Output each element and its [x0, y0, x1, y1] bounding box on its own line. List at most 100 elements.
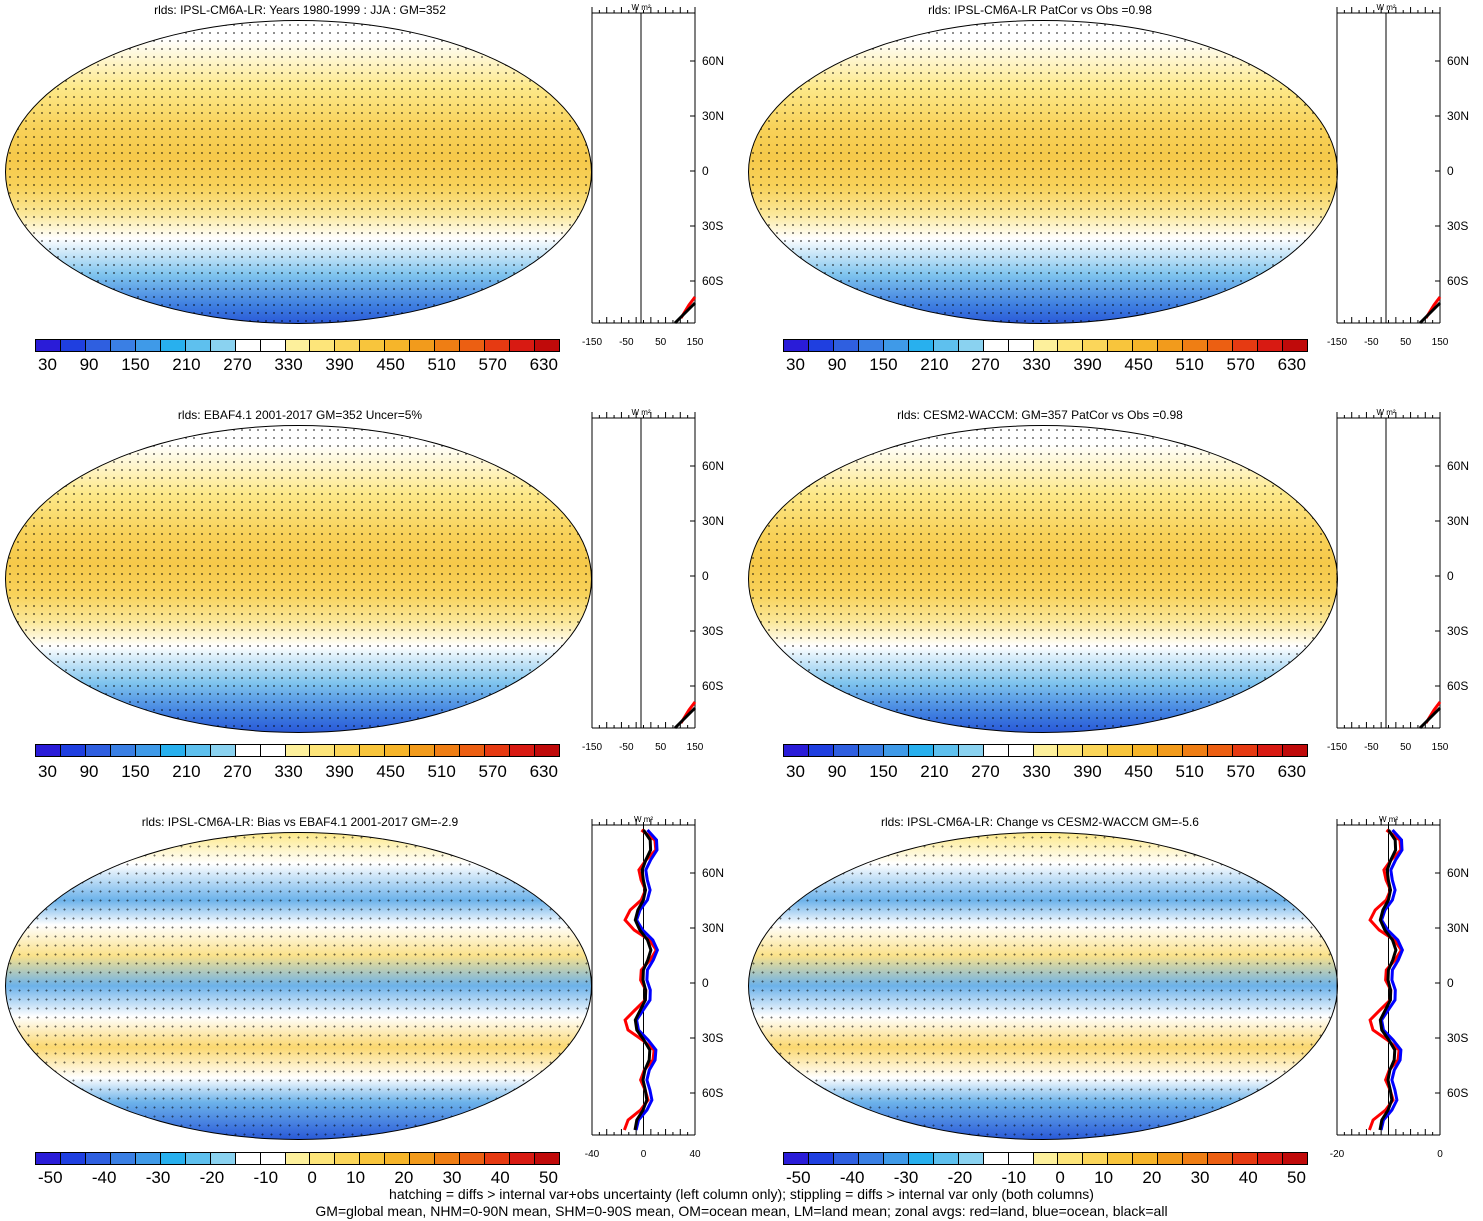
zonal-x-tick-label: -20	[1330, 1149, 1345, 1160]
colorbar-swatch	[1083, 340, 1109, 351]
zonal-x-tick-label: -150	[582, 337, 602, 348]
colorbar-tick-label: 90	[79, 762, 99, 781]
colorbar-swatch	[510, 1153, 536, 1164]
colorbar-tick-label: 390	[1073, 355, 1102, 374]
colorbar-tick-label: 270	[223, 355, 252, 374]
zonal-line-all	[633, 829, 653, 1131]
colorbar-clim-2	[783, 339, 1308, 352]
colorbar-swatch	[1158, 745, 1184, 756]
colorbar-tick-label: 330	[1022, 355, 1051, 374]
panel-title-5: rlds: IPSL-CM6A-LR: Bias vs EBAF4.1 2001…	[141, 815, 459, 829]
colorbar-swatch	[210, 1153, 236, 1164]
colorbar-swatch	[485, 745, 511, 756]
colorbar-swatch	[1283, 340, 1308, 351]
zonal-x-tick-label: -50	[1364, 742, 1379, 753]
colorbar-swatch	[385, 1153, 411, 1164]
zonal-plot-6: W m² 60N 30N 0 30S 60S -20 0	[1320, 812, 1480, 1169]
colorbar-swatch	[485, 340, 511, 351]
colorbar-swatch	[1283, 745, 1308, 756]
colorbar-swatch	[808, 340, 834, 351]
colorbar-swatch	[60, 1153, 86, 1164]
colorbar-swatch	[933, 1153, 959, 1164]
colorbar-tick-label: -10	[1001, 1168, 1027, 1187]
colorbar-swatch	[185, 1153, 211, 1164]
zonal-unit-label: W m²	[631, 408, 650, 417]
zonal-line-ocean	[634, 828, 660, 1131]
colorbar-labels-clim-2: 30 90 150 210 270 330 390 450 510 570 630	[786, 355, 1306, 375]
colorbar-swatch	[1033, 1153, 1059, 1164]
colorbar-swatch	[285, 1153, 311, 1164]
colorbar-tick-label: 10	[1094, 1168, 1114, 1187]
colorbar-swatch	[310, 1153, 336, 1164]
colorbar-tick-label: -30	[893, 1168, 919, 1187]
colorbar-swatch	[260, 1153, 286, 1164]
colorbar-swatch	[385, 745, 411, 756]
zonal-lat-label: 60N	[1447, 866, 1469, 880]
panel-title-4: rlds: CESM2-WACCM: GM=357 PatCor vs Obs …	[897, 408, 1183, 422]
zonal-lat-label: 60N	[1447, 459, 1469, 473]
colorbar-swatch	[235, 340, 261, 351]
panel-title-2: rlds: IPSL-CM6A-LR PatCor vs Obs =0.98	[928, 3, 1152, 17]
colorbar-swatch	[883, 340, 909, 351]
zonal-lat-label: 30S	[1447, 624, 1468, 638]
colorbar-tick-label: 210	[920, 762, 949, 781]
colorbar-swatch	[1233, 1153, 1259, 1164]
colorbar-swatch	[908, 1153, 934, 1164]
colorbar-tick-label: 510	[427, 762, 456, 781]
colorbar-tick-label: -30	[145, 1168, 171, 1187]
zonal-plot-2: W m² 60N 30N 0 30S 60S -150 -50 50 150	[1320, 0, 1480, 357]
colorbar-swatch	[1108, 1153, 1134, 1164]
colorbar-tick-label: 450	[1124, 355, 1153, 374]
colorbar-tick-label: -40	[91, 1168, 117, 1187]
colorbar-swatch	[958, 745, 984, 756]
zonal-lat-label: 60N	[702, 54, 724, 68]
map-panel-3	[5, 425, 592, 733]
zonal-lat-label: 0	[702, 976, 709, 990]
colorbar-swatch	[360, 340, 386, 351]
zonal-lat-label: 30N	[702, 921, 724, 935]
colorbar-swatch	[858, 745, 884, 756]
footer-note-line1: hatching = diffs > internal var+obs unce…	[389, 1186, 1094, 1202]
colorbar-swatch	[535, 340, 560, 351]
colorbar-swatch	[60, 745, 86, 756]
colorbar-swatch	[1158, 340, 1184, 351]
colorbar-swatch	[1258, 340, 1284, 351]
colorbar-tick-label: 510	[1175, 355, 1204, 374]
colorbar-swatch	[335, 745, 361, 756]
zonal-x-tick-label: 150	[687, 337, 704, 348]
colorbar-swatch	[1033, 745, 1059, 756]
colorbar-swatch	[1058, 745, 1084, 756]
colorbar-swatch	[784, 745, 809, 756]
colorbar-swatch	[1008, 340, 1034, 351]
colorbar-swatch	[160, 1153, 186, 1164]
colorbar-swatch	[1208, 340, 1234, 351]
colorbar-tick-label: 570	[478, 355, 507, 374]
zonal-lat-label: 0	[702, 164, 709, 178]
colorbar-swatch	[958, 1153, 984, 1164]
colorbar-swatch	[808, 745, 834, 756]
colorbar-swatch	[385, 340, 411, 351]
zonal-x-tick-label: 150	[1432, 742, 1449, 753]
colorbar-swatch	[185, 745, 211, 756]
zonal-lat-label: 60S	[1447, 274, 1468, 288]
colorbar-swatch	[1183, 340, 1209, 351]
colorbar-tick-label: 30	[38, 762, 57, 781]
colorbar-tick-label: 570	[478, 762, 507, 781]
zonal-plot-3: W m² 60N 30N 0 30S 60S -150 -50 50 150	[575, 405, 735, 762]
colorbar-swatch	[1208, 745, 1234, 756]
colorbar-swatch	[1108, 745, 1134, 756]
colorbar-swatch	[1133, 340, 1159, 351]
zonal-lat-label: 60N	[702, 866, 724, 880]
colorbar-swatch	[510, 745, 536, 756]
zonal-lat-label: 30N	[1447, 514, 1469, 528]
zonal-plot-4: W m² 60N 30N 0 30S 60S -150 -50 50 150	[1320, 405, 1480, 762]
colorbar-labels-diff-6: -50 -40 -30 -20 -10 0 10 20 30 40 50	[786, 1168, 1306, 1188]
zonal-lat-label: 30S	[702, 624, 723, 638]
colorbar-tick-label: 510	[427, 355, 456, 374]
zonal-line-land	[1367, 828, 1404, 1131]
colorbar-tick-label: 40	[1238, 1168, 1258, 1187]
colorbar-tick-label: 390	[325, 355, 354, 374]
colorbar-swatch	[983, 340, 1009, 351]
colorbar-diff-5	[35, 1152, 560, 1165]
colorbar-swatch	[1058, 340, 1084, 351]
